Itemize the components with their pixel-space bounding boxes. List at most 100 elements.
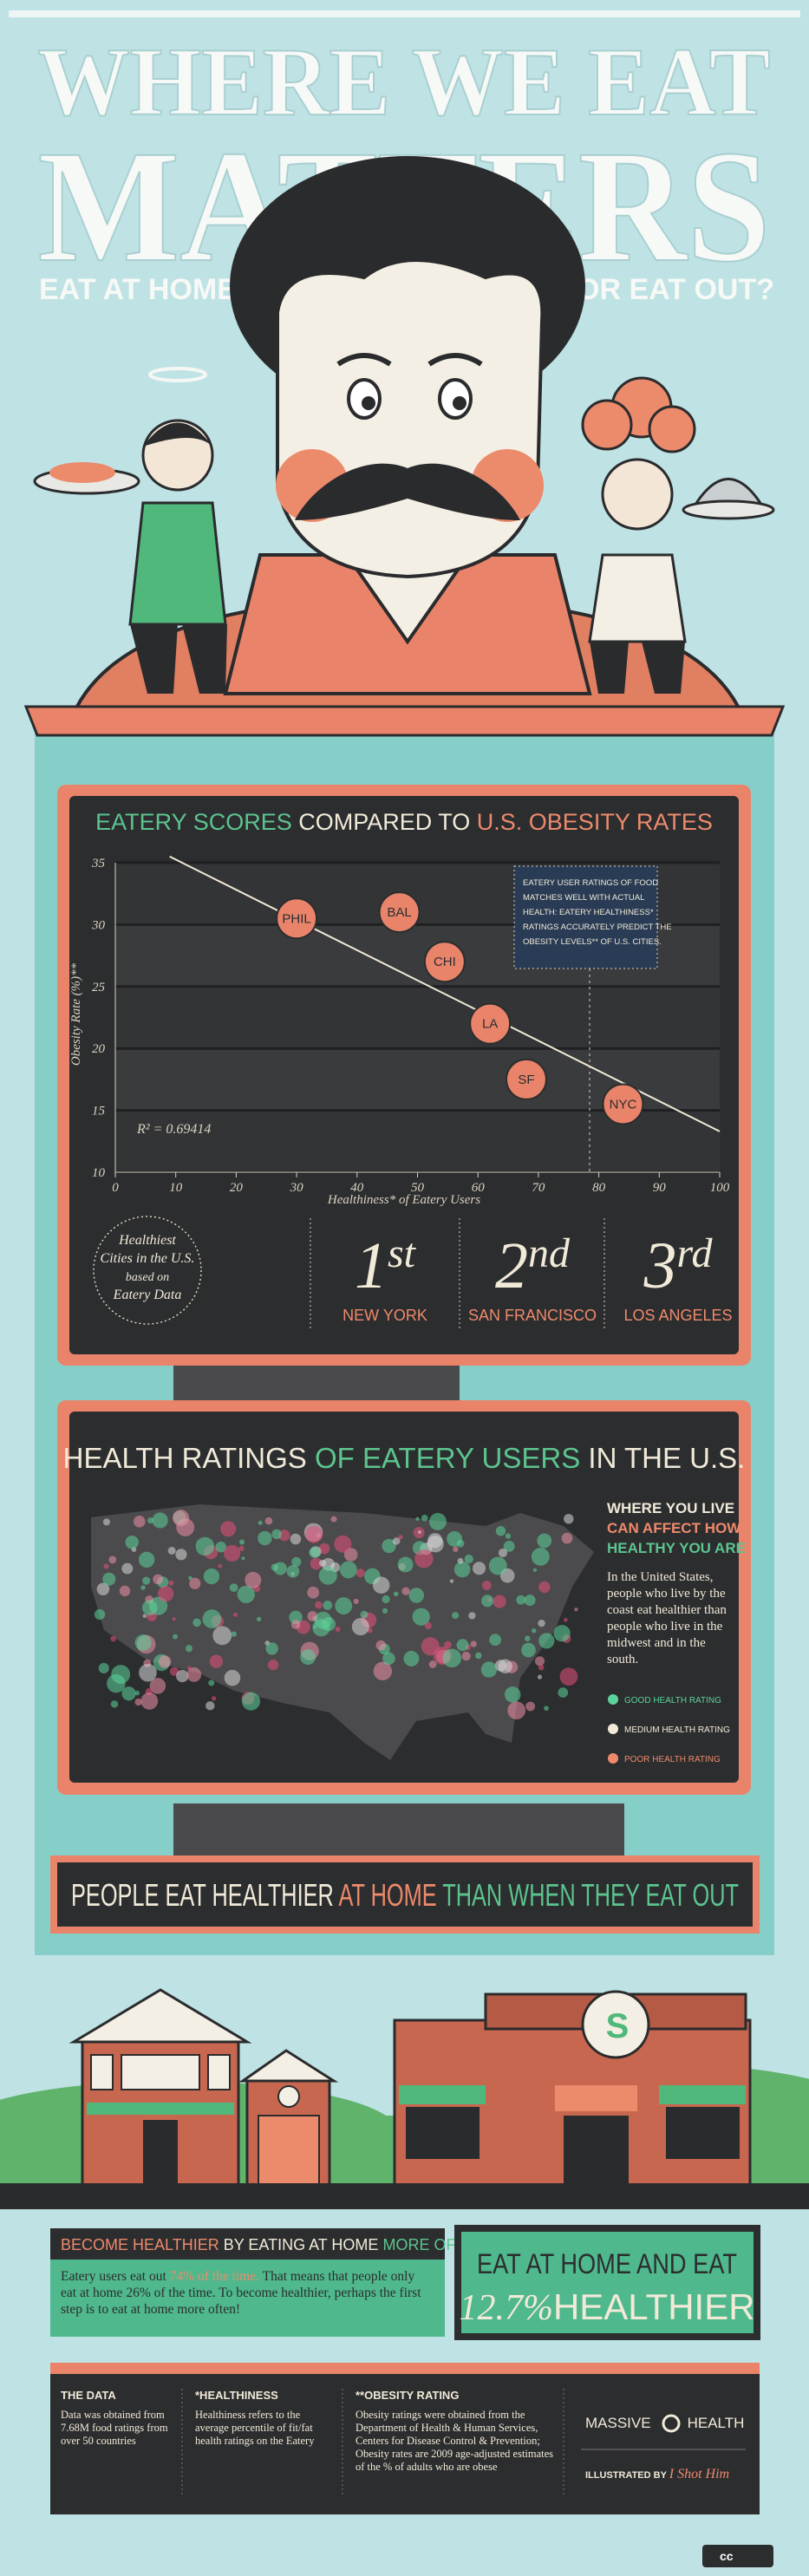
rank-number: 1 [355, 1229, 388, 1302]
map-dot [480, 1661, 498, 1678]
map-dot [102, 1518, 110, 1526]
header-ledge [23, 705, 786, 737]
banner-part: PEOPLE EAT HEALTHIER [71, 1877, 334, 1913]
map-dot [224, 1544, 241, 1562]
map-dot [335, 1626, 341, 1633]
point [276, 897, 318, 940]
map-dot [258, 1520, 263, 1525]
map-dot [134, 1690, 140, 1696]
footer-col: THE DATA Data was obtained from 7.68M foo… [61, 2389, 173, 2448]
y-tick-label: 15 [92, 1105, 106, 1118]
map-dot [102, 1572, 116, 1586]
footer-heading: *HEALTHINESS [195, 2389, 278, 2402]
map-dot [241, 1556, 245, 1561]
map-dot [373, 1661, 393, 1681]
map-dot [415, 1516, 420, 1521]
map-dot [153, 1574, 164, 1585]
x-tick-label: 100 [710, 1181, 730, 1195]
map-dot [525, 1635, 531, 1642]
text-part: That means that people only eat at home … [61, 2269, 421, 2317]
map-dot [382, 1608, 388, 1614]
header-rule [9, 10, 800, 17]
map-dot [339, 1561, 357, 1579]
caption-line: Eatery Data [113, 1288, 182, 1302]
x-tick-label: 0 [112, 1181, 119, 1195]
map-dot [134, 1634, 152, 1652]
map-dot [133, 1515, 146, 1528]
map-dot [229, 1583, 238, 1593]
map-dot [110, 1635, 116, 1642]
map-dot [412, 1608, 430, 1626]
map-dot [564, 1514, 574, 1524]
map-dot [444, 1640, 452, 1649]
x-tick-label: 20 [230, 1181, 244, 1195]
map-dot [215, 1541, 227, 1553]
footer-heading: **OBESITY RATING [356, 2389, 460, 2402]
map-dot [537, 1533, 552, 1549]
map-dot [537, 1674, 543, 1679]
map-dot [98, 1662, 109, 1674]
map-dot [401, 1587, 410, 1595]
point [378, 891, 421, 934]
rank: 1st [355, 1229, 417, 1302]
map-dot [382, 1538, 396, 1554]
map-dot [544, 1705, 549, 1712]
text-part: 74% of the time. [169, 2269, 259, 2284]
map-dot [239, 1539, 245, 1545]
point-label: NYC [610, 1097, 637, 1112]
note-box [513, 865, 658, 969]
map-dot [169, 1666, 179, 1676]
map-dot [534, 1656, 545, 1666]
license: cc [720, 2549, 734, 2563]
callout-text: Eatery users eat out 74% of the time. Th… [61, 2268, 434, 2318]
map-dot [300, 1649, 316, 1666]
legend-swatch [608, 1724, 618, 1734]
map-dot [142, 1614, 147, 1619]
map-dot [134, 1698, 142, 1706]
note-line: RATINGS ACCURATELY PREDICT THE [523, 923, 672, 932]
rank-number: 2 [495, 1229, 528, 1302]
brand: MASSIVE HEALTH [585, 2415, 744, 2431]
map-dot [481, 1595, 494, 1608]
rank-suffix: st [388, 1230, 417, 1276]
map-dot [172, 1617, 176, 1621]
annotation: R² = 0.69414 [136, 1122, 211, 1137]
map-dot [393, 1591, 399, 1597]
map-dot [564, 1618, 568, 1622]
map-dot [188, 1575, 192, 1581]
heading-part: BY EATING AT HOME [224, 2236, 379, 2253]
y-tick-label: 30 [91, 918, 106, 932]
x-tick-label: 30 [290, 1181, 304, 1195]
point-label: CHI [434, 955, 456, 969]
legend-swatch [608, 1753, 618, 1764]
map-dot [470, 1640, 477, 1647]
license-badge [702, 2545, 773, 2567]
map-dot [464, 1554, 473, 1564]
map-heading: HEALTHY YOU ARE [607, 1540, 746, 1556]
y-tick-label: 25 [92, 981, 106, 995]
map-dot [532, 1568, 538, 1573]
footer-text: Obesity ratings were obtained from the D… [356, 2409, 554, 2473]
caption-ring [93, 1216, 202, 1325]
map-heading: WHERE YOU LIVE [607, 1500, 734, 1516]
legend-swatch [608, 1694, 618, 1705]
map-dot [121, 1686, 136, 1701]
banner-text: PEOPLE EAT HEALTHIER AT HOME THAN WHEN T… [71, 1877, 739, 1913]
map-dot [238, 1545, 245, 1552]
rank-suffix: rd [677, 1230, 714, 1276]
map-dot [186, 1666, 202, 1682]
map-dot [574, 1608, 578, 1612]
y-tick-label: 35 [91, 857, 106, 871]
map-dot [110, 1700, 119, 1708]
map-dot [559, 1667, 578, 1686]
caption-line: Cities in the U.S. [101, 1251, 195, 1266]
map-dot [212, 1626, 232, 1646]
map-dot [168, 1580, 174, 1586]
map-dot [408, 1588, 425, 1603]
map-dot [495, 1526, 506, 1536]
map-dot [516, 1595, 526, 1605]
map-dot [493, 1595, 506, 1608]
map-dot [330, 1516, 337, 1523]
map-dot [505, 1533, 512, 1539]
